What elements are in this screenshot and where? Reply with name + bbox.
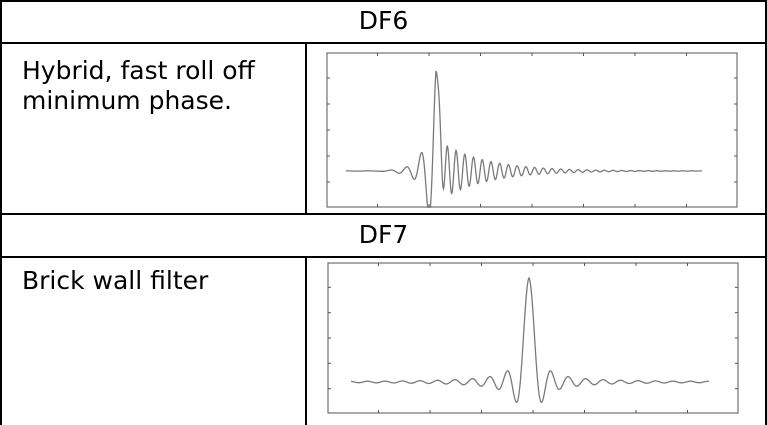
table-border-left xyxy=(0,0,2,425)
filter-title: DF7 xyxy=(358,220,409,249)
table-border-top xyxy=(0,0,767,2)
impulse-trace xyxy=(346,70,703,208)
impulse-trace xyxy=(351,276,709,404)
filter-title: DF6 xyxy=(358,6,409,35)
row-divider xyxy=(0,256,767,258)
impulse-response-plot xyxy=(326,52,738,208)
linear-phase-impulse-response-icon xyxy=(327,262,739,414)
minimum-phase-impulse-response-icon xyxy=(326,52,738,208)
plot-frame xyxy=(327,262,739,414)
filter-description: Hybrid, fast roll off minimum phase. xyxy=(22,56,255,115)
impulse-response-plot xyxy=(327,262,739,414)
row-divider xyxy=(0,213,767,215)
cell-divider xyxy=(305,42,307,213)
row-divider xyxy=(0,42,767,44)
filter-description: Brick wall filter xyxy=(22,266,209,295)
table-border-right xyxy=(765,0,767,425)
plot-frame xyxy=(326,52,738,208)
cell-divider xyxy=(305,256,307,425)
